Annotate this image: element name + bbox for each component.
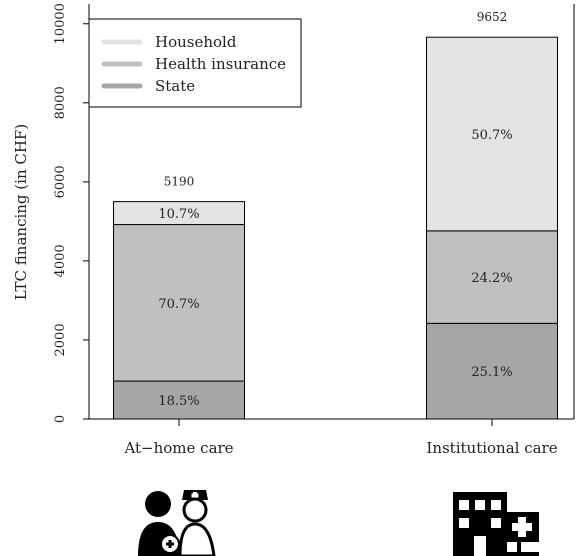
bar-total-label: 5190 bbox=[164, 175, 195, 189]
segment-percent-label: 18.5% bbox=[158, 394, 199, 409]
segment-percent-label: 70.7% bbox=[158, 297, 199, 312]
nurse-and-patient-icon bbox=[138, 490, 216, 556]
bar-segment-health-insurance bbox=[113, 224, 245, 382]
bar-total-label: 9652 bbox=[477, 10, 508, 24]
bar-segment-household bbox=[113, 201, 245, 226]
x-tick-label: Institutional care bbox=[426, 439, 557, 457]
y-tick-label: 2000 bbox=[53, 323, 68, 356]
y-tick-label: 10000 bbox=[53, 3, 68, 44]
legend: Household Health insurance State bbox=[88, 18, 302, 108]
y-tick-label: 0 bbox=[53, 415, 68, 423]
x-tick-label: At−home care bbox=[123, 439, 233, 457]
bar-segment-state bbox=[113, 380, 245, 420]
y-tick-label: 6000 bbox=[53, 165, 68, 198]
plot-area: 0 2000 4000 6000 8000 10000 LTC financing (in … bbox=[12, 3, 575, 457]
segment-percent-label: 25.1% bbox=[471, 365, 512, 380]
segment-percent-label: 10.7% bbox=[158, 207, 199, 222]
y-tick-label: 8000 bbox=[53, 86, 68, 119]
y-axis-label: LTC financing (in CHF) bbox=[12, 124, 30, 300]
legend-label: Household bbox=[155, 33, 237, 51]
hospital-building-icon bbox=[453, 492, 539, 556]
y-tick-label: 4000 bbox=[53, 244, 68, 277]
legend-label: Health insurance bbox=[155, 55, 286, 73]
segment-percent-label: 50.7% bbox=[471, 128, 512, 143]
segment-percent-label: 24.2% bbox=[471, 271, 512, 286]
bar-segment-health-insurance bbox=[426, 230, 558, 324]
bar-segment-state bbox=[426, 322, 558, 420]
bar-segment-household bbox=[426, 36, 558, 232]
legend-label: State bbox=[155, 77, 195, 95]
